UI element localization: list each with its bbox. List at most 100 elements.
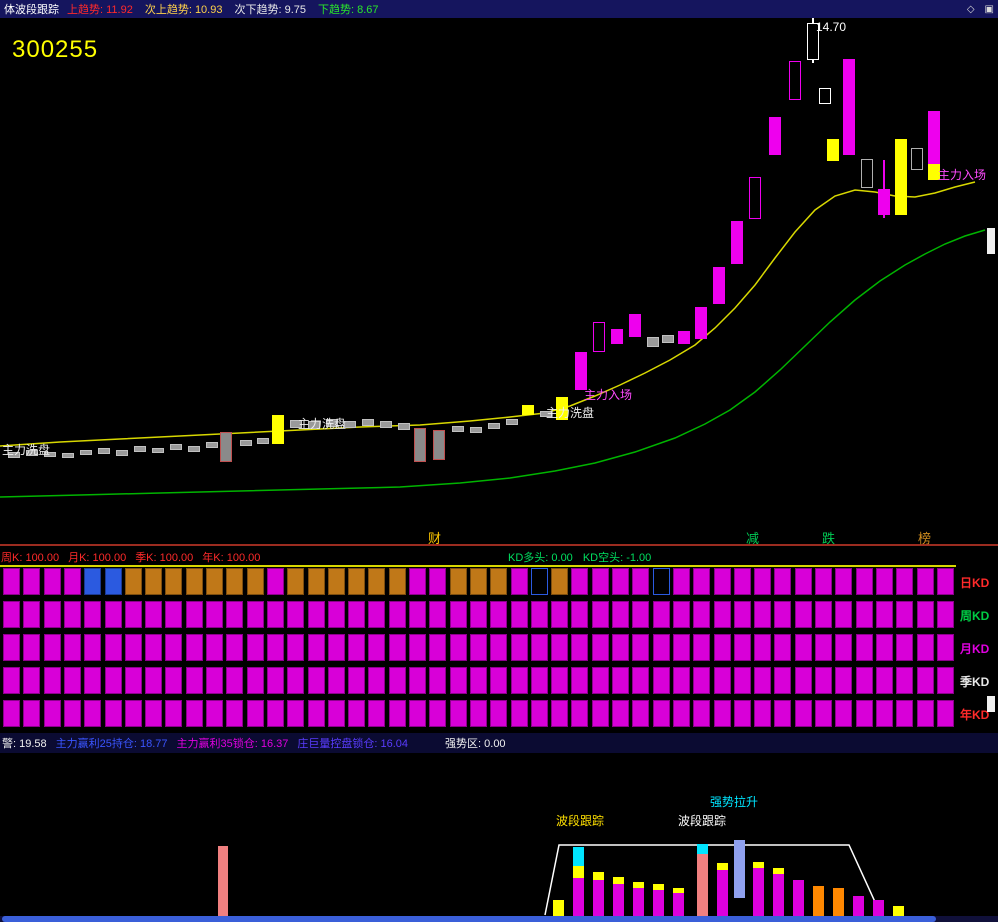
kd-cell [875, 634, 893, 661]
kd-cell [713, 700, 731, 727]
kd-cell [287, 568, 305, 595]
kd-cell [612, 667, 629, 694]
kd-cell [145, 568, 163, 595]
kd-cell [591, 568, 609, 595]
kd-cell [449, 667, 467, 694]
kd-cell [266, 568, 284, 595]
kd-cell [916, 667, 934, 694]
kd-cell [145, 601, 163, 628]
kd-cell [510, 601, 528, 628]
kd-cell [896, 667, 914, 694]
kd-cell [368, 601, 386, 628]
kd-cell [754, 667, 772, 694]
kd-cell [287, 700, 305, 727]
right-scroll-marker-bottom[interactable] [987, 696, 995, 712]
indicator-stat: 庄巨量控盘锁仓: 16.04 [297, 738, 409, 750]
kd-cell [490, 700, 508, 727]
kd-cell [652, 601, 670, 628]
kd-cell [327, 667, 345, 694]
horizontal-scrollbar[interactable] [0, 916, 998, 922]
kd-cell [63, 634, 81, 661]
kd-cell [936, 601, 954, 628]
kd-cell [368, 568, 386, 595]
kd-cell [510, 634, 528, 661]
kd-cell [815, 568, 832, 595]
kd-cell [449, 634, 467, 661]
kd-cell [409, 634, 426, 661]
kd-cell [794, 667, 812, 694]
kd-cell [733, 634, 751, 661]
kd-cell [327, 700, 345, 727]
kd-cell [571, 601, 589, 628]
kd-cell [916, 700, 934, 727]
kd-cell [409, 568, 426, 595]
kd-signal-stat: KD多头: 0.00 [508, 552, 573, 564]
kd-cell [510, 667, 528, 694]
kd-cell [145, 634, 163, 661]
kd-row-label: 季KD [960, 675, 990, 689]
kd-row-label: 年KD [960, 708, 990, 722]
diamond-icon[interactable]: ◇ [966, 3, 975, 15]
kd-cell [429, 700, 447, 727]
kd-cell [165, 601, 183, 628]
kd-cell [84, 568, 102, 595]
kd-cell [693, 601, 711, 628]
kd-cell [652, 667, 670, 694]
kd-cell [571, 667, 589, 694]
kd-cell [226, 601, 244, 628]
kd-cell [530, 667, 548, 694]
kd-cell [774, 634, 792, 661]
kd-cell [165, 634, 183, 661]
kd-cell [672, 700, 690, 727]
kd-cell [388, 667, 406, 694]
kd-cell [571, 634, 589, 661]
kd-cell [815, 634, 832, 661]
kd-cell [266, 601, 284, 628]
kd-cell [855, 634, 873, 661]
kd-cell [733, 700, 751, 727]
kd-cell [246, 700, 264, 727]
trend-stat: 下趋势: 8.67 [318, 4, 379, 16]
kd-cell [104, 634, 122, 661]
scrollbar-thumb[interactable] [2, 916, 936, 922]
kd-cell [632, 568, 650, 595]
kd-cell [145, 667, 163, 694]
kd-header: 周K: 100.00 月K: 100.00 季K: 100.00 年K: 100.00… [0, 546, 998, 564]
kd-cell [469, 601, 487, 628]
kd-cell [916, 634, 934, 661]
kd-cell [165, 568, 183, 595]
kd-cell [774, 568, 792, 595]
kd-cell [185, 634, 203, 661]
title-bar: 体波段跟踪 上趋势: 11.92 次上趋势: 10.93 次下趋势: 9.75 下趋势… [0, 0, 998, 18]
main-chart[interactable] [0, 18, 998, 544]
kd-cell [307, 667, 325, 694]
kd-cell [165, 667, 183, 694]
kd-cell [226, 568, 244, 595]
kd-cell [469, 667, 487, 694]
kd-cell [815, 700, 832, 727]
trend-stat: 上趋势: 11.92 [67, 4, 133, 16]
kd-cell [409, 667, 426, 694]
kd-cell [855, 667, 873, 694]
kd-cell [571, 700, 589, 727]
kd-cell [875, 601, 893, 628]
kd-cell [672, 634, 690, 661]
window-icon[interactable]: ▣ [984, 3, 994, 15]
kd-cell [185, 568, 203, 595]
kd-cell [591, 667, 609, 694]
kd-cell [124, 700, 142, 727]
indicator-stat: 主力赢利35锁仓: 16.37 [176, 738, 289, 750]
kd-cell [327, 601, 345, 628]
kd-cell [3, 700, 20, 727]
kd-cell [429, 667, 447, 694]
kd-cell [449, 700, 467, 727]
kd-cell [287, 667, 305, 694]
indicator-stat: 警: 19.58 [2, 738, 47, 750]
volume-chart[interactable] [0, 753, 998, 916]
kd-cell [815, 601, 832, 628]
kd-cell [733, 667, 751, 694]
kd-cell [104, 700, 122, 727]
kd-cell [612, 568, 629, 595]
kd-cell [936, 700, 954, 727]
kd-cell [388, 601, 406, 628]
